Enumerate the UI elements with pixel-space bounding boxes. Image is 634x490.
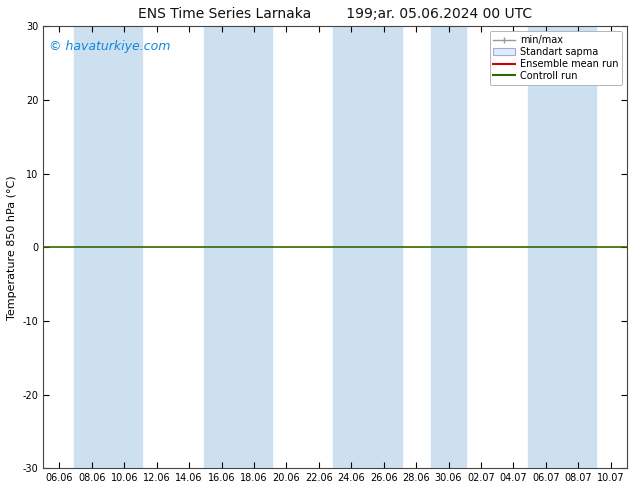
Legend: min/max, Standart sapma, Ensemble mean run, Controll run: min/max, Standart sapma, Ensemble mean r…	[489, 31, 622, 85]
Bar	[107, 26, 142, 468]
Bar	[204, 26, 240, 468]
Y-axis label: Temperature 850 hPa (°C): Temperature 850 hPa (°C)	[7, 175, 17, 319]
Bar	[333, 26, 369, 468]
Bar	[366, 26, 401, 468]
Bar	[430, 26, 467, 468]
Bar	[236, 26, 272, 468]
Text: © havaturkiye.com: © havaturkiye.com	[49, 40, 171, 52]
Bar	[528, 26, 564, 468]
Bar	[560, 26, 596, 468]
Bar	[74, 26, 110, 468]
Title: ENS Time Series Larnaka        199;ar. 05.06.2024 00 UTC: ENS Time Series Larnaka 199;ar. 05.06.20…	[138, 7, 532, 21]
